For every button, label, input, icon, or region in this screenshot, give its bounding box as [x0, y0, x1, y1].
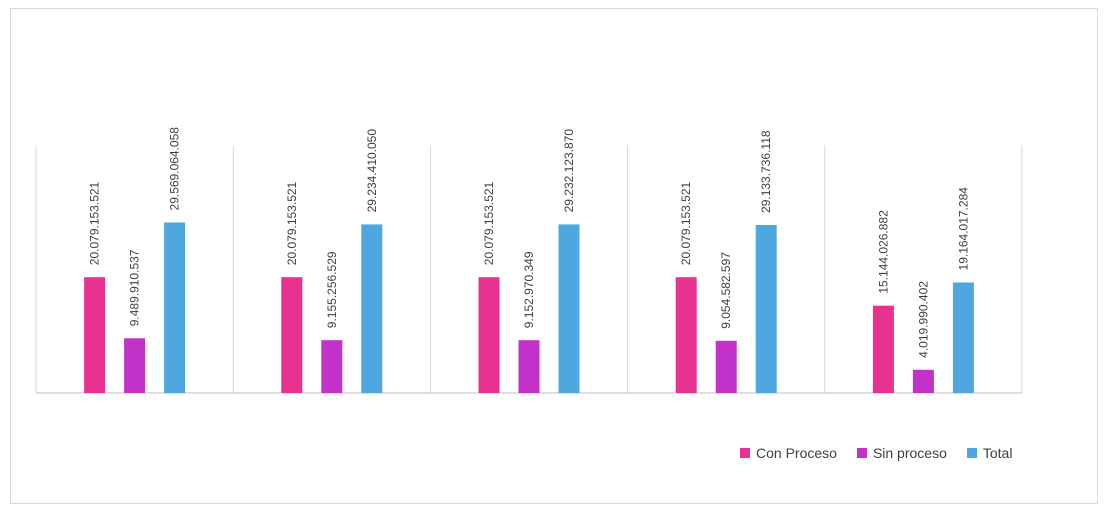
bar-con-proceso-5 — [872, 305, 894, 393]
data-label: 20.079.153.521 — [679, 181, 693, 265]
legend-label-total: Total — [982, 445, 1013, 461]
data-label: 15.144.026.882 — [876, 210, 890, 294]
chart-frame — [10, 8, 1098, 504]
bar-con-proceso-4 — [675, 277, 697, 393]
data-label: 29.234.410.050 — [365, 129, 379, 213]
bar-sin-proceso-1 — [124, 338, 146, 393]
bar-total-2 — [361, 224, 383, 393]
legend-swatch-sin-proceso — [856, 448, 867, 458]
bar-total-3 — [558, 224, 580, 393]
bar-sin-proceso-3 — [518, 340, 540, 393]
legend-label-con-proceso: Con Proceso — [756, 445, 837, 461]
data-label: 29.569.064.058 — [168, 127, 182, 211]
legend-label-sin-proceso: Sin proceso — [872, 445, 947, 461]
legend-swatch-con-proceso — [740, 448, 750, 458]
data-label: 20.079.153.521 — [482, 181, 496, 265]
legend-item-con-proceso: Con Proceso — [740, 445, 837, 461]
bar-total-1 — [164, 222, 186, 393]
bar-con-proceso-2 — [281, 277, 303, 393]
data-label: 9.152.970.349 — [522, 251, 536, 328]
legend-item-total: Total — [966, 445, 1013, 461]
bar-sin-proceso-5 — [912, 369, 934, 393]
data-label: 9.155.256.529 — [325, 251, 339, 328]
data-label: 19.164.017.284 — [956, 187, 970, 271]
data-label: 29.133.736.118 — [759, 130, 773, 213]
bar-con-proceso-1 — [84, 277, 106, 393]
legend-swatch-total — [966, 448, 977, 458]
bar-total-5 — [952, 282, 974, 393]
bar-total-4 — [755, 224, 777, 393]
data-label: 4.019.990.402 — [916, 281, 930, 358]
bar-con-proceso-3 — [478, 277, 500, 393]
data-label: 29.232.123.870 — [562, 129, 576, 213]
bar-sin-proceso-2 — [321, 340, 343, 393]
data-label: 20.079.153.521 — [285, 181, 299, 265]
bar-sin-proceso-4 — [715, 340, 737, 393]
legend-item-sin-proceso: Sin proceso — [856, 445, 947, 461]
data-label: 9.054.582.597 — [719, 252, 733, 329]
legend: Con Proceso Sin proceso Total — [740, 445, 1032, 461]
data-label: 9.489.910.537 — [128, 249, 142, 326]
data-label: 20.079.153.521 — [88, 181, 102, 265]
